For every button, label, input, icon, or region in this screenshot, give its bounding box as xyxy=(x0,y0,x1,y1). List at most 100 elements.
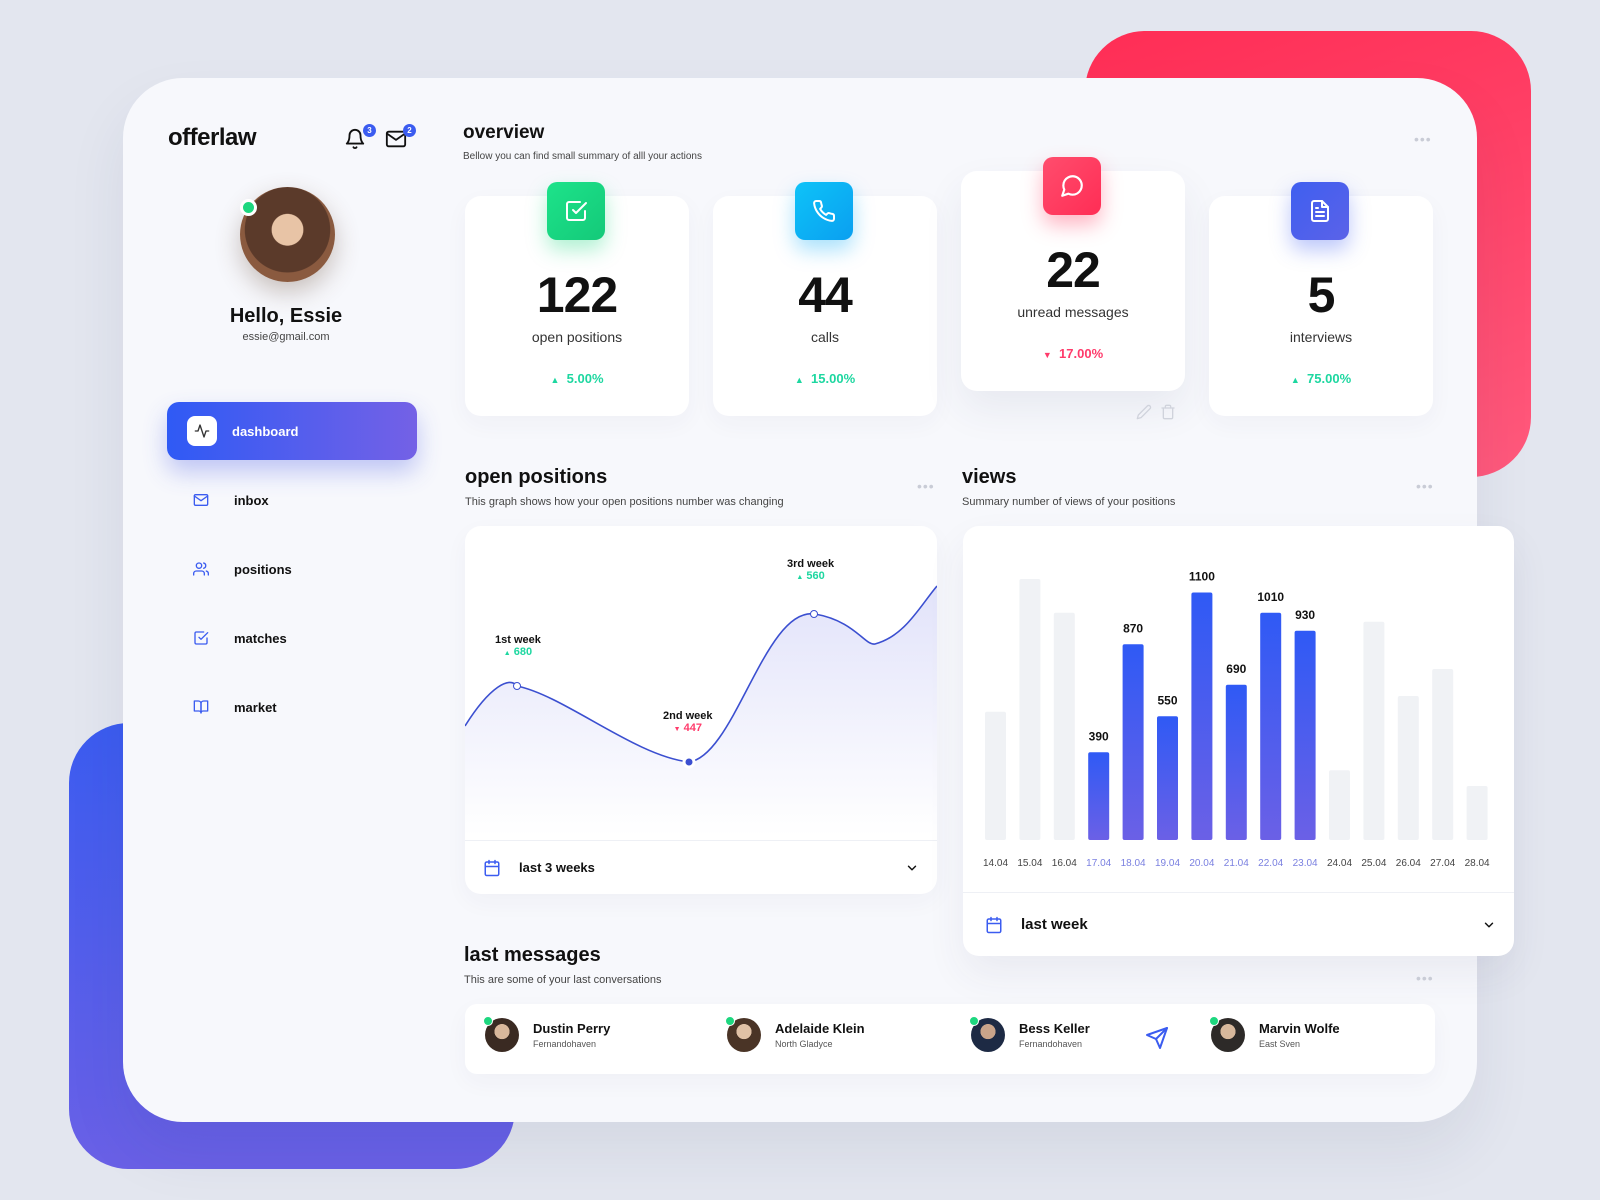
bar-23.04[interactable] xyxy=(1294,630,1316,840)
x-tick-label: 20.04 xyxy=(1189,858,1214,869)
contact-item[interactable]: Marvin Wolfe East Sven xyxy=(1209,1016,1340,1052)
nav-dashboard-label: dashboard xyxy=(232,423,299,439)
pencil-icon xyxy=(1136,404,1152,420)
message-icon xyxy=(1043,157,1101,215)
bar-28.04[interactable] xyxy=(1466,786,1488,840)
stat-value: 5 xyxy=(1307,267,1336,323)
stat-label: interviews xyxy=(1289,329,1353,345)
contact-name: Bess Keller xyxy=(1019,1021,1090,1036)
stat-label: open positions xyxy=(531,329,623,345)
bar-16.04[interactable] xyxy=(1053,612,1075,840)
phone-icon xyxy=(795,182,853,240)
arrow-down-icon: ▼ xyxy=(1042,350,1052,360)
mail-badge: 2 xyxy=(403,124,416,137)
arrow-up-icon: ▲ xyxy=(794,375,804,385)
nav-inbox[interactable]: inbox xyxy=(167,471,417,529)
bar-value-label: 1010 xyxy=(1257,590,1284,604)
annotation-value: ▲ 560 xyxy=(796,570,825,582)
bar-value-label: 690 xyxy=(1226,662,1246,676)
bar-15.04[interactable] xyxy=(1019,579,1041,840)
contact-name: Dustin Perry xyxy=(533,1021,611,1036)
annotation-week-2: 2nd week ▼ 447 xyxy=(663,710,713,734)
user-email: essie@gmail.com xyxy=(242,331,330,343)
nav-inbox-label: inbox xyxy=(234,492,269,508)
bar-21.04[interactable] xyxy=(1225,684,1247,840)
arrow-up-icon: ▲ xyxy=(1290,375,1300,385)
stat-change: ▼ 17.00% xyxy=(1042,346,1104,361)
bar-19.04[interactable] xyxy=(1157,716,1178,840)
nav-matches[interactable]: matches xyxy=(167,609,417,667)
stat-card-open-positions[interactable]: 122 open positions ▲ 5.00% xyxy=(465,182,689,416)
avatar xyxy=(483,1016,519,1052)
bar-18.04[interactable] xyxy=(1122,644,1144,840)
annotation-week-1: 1st week ▲ 680 xyxy=(495,634,541,658)
contact-location: East Sven xyxy=(1259,1039,1301,1049)
nav-market[interactable]: market xyxy=(167,678,417,736)
nav-positions[interactable]: positions xyxy=(167,540,417,598)
nav-dashboard[interactable]: dashboard xyxy=(167,402,417,460)
nav-matches-label: matches xyxy=(234,630,287,646)
stat-card-interviews[interactable]: 5 interviews ▲ 75.00% xyxy=(1209,182,1433,416)
views-subtitle: Summary number of views of your position… xyxy=(962,496,1176,508)
bar-25.04[interactable] xyxy=(1363,621,1385,840)
data-point-week-1[interactable] xyxy=(513,682,521,690)
bar-26.04[interactable] xyxy=(1397,696,1419,840)
avatar xyxy=(969,1016,1005,1052)
x-tick-label: 16.04 xyxy=(1052,858,1077,869)
bar-value-label: 1100 xyxy=(1189,570,1215,584)
x-tick-label: 21.04 xyxy=(1224,858,1249,869)
overview-more-button[interactable]: ••• xyxy=(1414,131,1432,147)
stat-card-calls[interactable]: 44 calls ▲ 15.00% xyxy=(713,182,937,416)
calendar-icon xyxy=(484,859,500,876)
bar-value-label: 550 xyxy=(1157,693,1177,707)
stat-label: unread messages xyxy=(1017,304,1129,320)
activity-icon xyxy=(187,416,217,446)
avatar xyxy=(725,1016,761,1052)
calendar-icon xyxy=(986,916,1002,933)
send-icon xyxy=(1146,1027,1168,1049)
mail-icon xyxy=(192,491,210,509)
x-tick-label: 23.04 xyxy=(1293,858,1318,869)
stat-change: ▲ 75.00% xyxy=(1290,371,1352,386)
annotation-label: 2nd week xyxy=(663,710,713,722)
last-messages-subtitle: This are some of your last conversations xyxy=(464,974,662,986)
stat-card-unread-messages[interactable]: 22 unread messages ▼ 17.00% xyxy=(961,157,1185,391)
line-chart xyxy=(465,585,937,836)
data-point-week-2[interactable] xyxy=(682,755,696,769)
check-square-icon xyxy=(547,182,605,240)
bar-17.04[interactable] xyxy=(1088,752,1110,840)
open-positions-range-select[interactable]: last 3 weeks xyxy=(465,840,937,894)
avatar xyxy=(1209,1016,1245,1052)
book-icon xyxy=(192,698,210,716)
notifications-button[interactable]: 3 xyxy=(344,124,376,154)
last-messages-title: last messages xyxy=(464,944,601,966)
contact-item[interactable]: Dustin Perry Fernandohaven xyxy=(483,1016,611,1052)
chevron-down-icon xyxy=(907,865,917,870)
messages-more-button[interactable]: ••• xyxy=(1416,970,1434,986)
contact-item[interactable]: Adelaide Klein North Gladyce xyxy=(725,1016,865,1052)
greeting: Hello, Essie xyxy=(229,305,343,327)
edit-button[interactable] xyxy=(1136,404,1152,425)
bar-20.04[interactable] xyxy=(1191,592,1213,841)
x-tick-label: 18.04 xyxy=(1121,858,1146,869)
mail-button[interactable]: 2 xyxy=(384,124,416,154)
views-range-select[interactable]: last week xyxy=(963,892,1514,956)
x-tick-label: 17.04 xyxy=(1086,858,1111,869)
open-positions-more-button[interactable]: ••• xyxy=(917,478,935,494)
bar-27.04[interactable] xyxy=(1432,669,1454,840)
x-tick-label: 24.04 xyxy=(1327,858,1352,869)
bar-value-label: 930 xyxy=(1295,608,1315,622)
bar-22.04[interactable] xyxy=(1260,612,1282,840)
x-tick-label: 26.04 xyxy=(1396,858,1421,869)
bar-24.04[interactable] xyxy=(1329,770,1350,840)
send-button[interactable] xyxy=(1145,1026,1169,1055)
data-point-week-3[interactable] xyxy=(810,610,818,618)
views-more-button[interactable]: ••• xyxy=(1416,478,1434,494)
views-title: views xyxy=(962,466,1017,488)
contact-name: Marvin Wolfe xyxy=(1259,1021,1340,1036)
contact-item[interactable]: Bess Keller Fernandohaven xyxy=(969,1016,1090,1052)
bar-14.04[interactable] xyxy=(985,711,1006,840)
delete-button[interactable] xyxy=(1160,404,1176,425)
online-status-dot xyxy=(240,199,257,216)
x-tick-label: 15.04 xyxy=(1017,858,1042,869)
